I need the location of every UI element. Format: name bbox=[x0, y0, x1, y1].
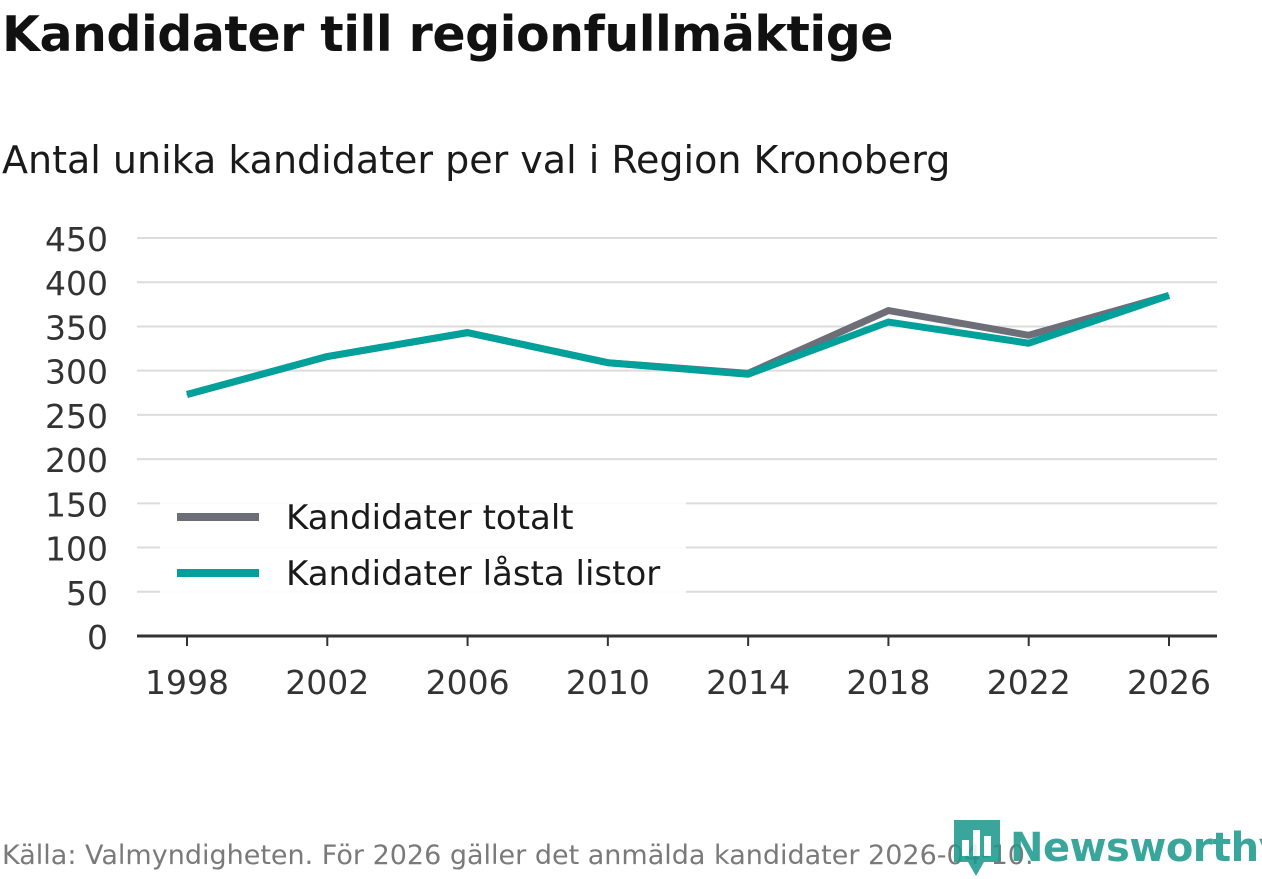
series-line-kandidater-lasta-listor bbox=[186, 292, 1171, 398]
data-point bbox=[326, 356, 328, 358]
x-tick-label: 2026 bbox=[1127, 663, 1211, 702]
y-tick-label: 200 bbox=[45, 441, 108, 480]
brand-name: Newsworthy bbox=[1010, 825, 1262, 871]
data-point bbox=[747, 373, 749, 375]
data-point bbox=[1168, 294, 1170, 296]
data-point bbox=[1028, 342, 1030, 344]
x-tick-label: 2018 bbox=[846, 663, 930, 702]
data-point bbox=[607, 362, 609, 364]
y-tick-label: 450 bbox=[45, 220, 108, 259]
data-point bbox=[186, 394, 188, 396]
legend: Kandidater totalt Kandidater låsta listor bbox=[160, 497, 686, 596]
legend-label: Kandidater låsta listor bbox=[286, 554, 660, 594]
brand-logo: Newsworthy bbox=[952, 818, 1262, 878]
y-tick-label: 250 bbox=[45, 397, 108, 436]
y-axis-tick-labels: 0 50 100 150 200 250 300 350 400 450 bbox=[45, 220, 108, 657]
y-tick-label: 150 bbox=[45, 485, 108, 524]
y-tick-label: 300 bbox=[45, 353, 108, 392]
x-axis: 1998 2002 2006 2010 2014 2018 2022 2026 bbox=[137, 634, 1217, 702]
newsworthy-logo-icon bbox=[954, 820, 1000, 876]
y-tick-label: 400 bbox=[45, 264, 108, 303]
series-lines bbox=[186, 292, 1171, 398]
x-tick-label: 1998 bbox=[145, 663, 229, 702]
legend-label: Kandidater totalt bbox=[286, 498, 574, 538]
y-tick-label: 100 bbox=[45, 530, 108, 569]
x-tick-label: 2002 bbox=[285, 663, 369, 702]
data-point bbox=[887, 321, 889, 323]
x-tick-label: 2022 bbox=[987, 663, 1071, 702]
data-point bbox=[1028, 334, 1030, 336]
data-point bbox=[467, 332, 469, 334]
chart-subtitle: Antal unika kandidater per val i Region … bbox=[2, 138, 951, 182]
x-tick-label: 2014 bbox=[706, 663, 790, 702]
x-tick-label: 2010 bbox=[566, 663, 650, 702]
source-note: Källa: Valmyndigheten. För 2026 gäller d… bbox=[2, 840, 1034, 871]
data-point bbox=[887, 310, 889, 312]
y-tick-label: 50 bbox=[66, 574, 108, 613]
y-tick-label: 350 bbox=[45, 308, 108, 347]
y-tick-label: 0 bbox=[87, 618, 108, 657]
chart-title: Kandidater till regionfullmäktige bbox=[2, 6, 894, 63]
x-tick-label: 2006 bbox=[426, 663, 510, 702]
